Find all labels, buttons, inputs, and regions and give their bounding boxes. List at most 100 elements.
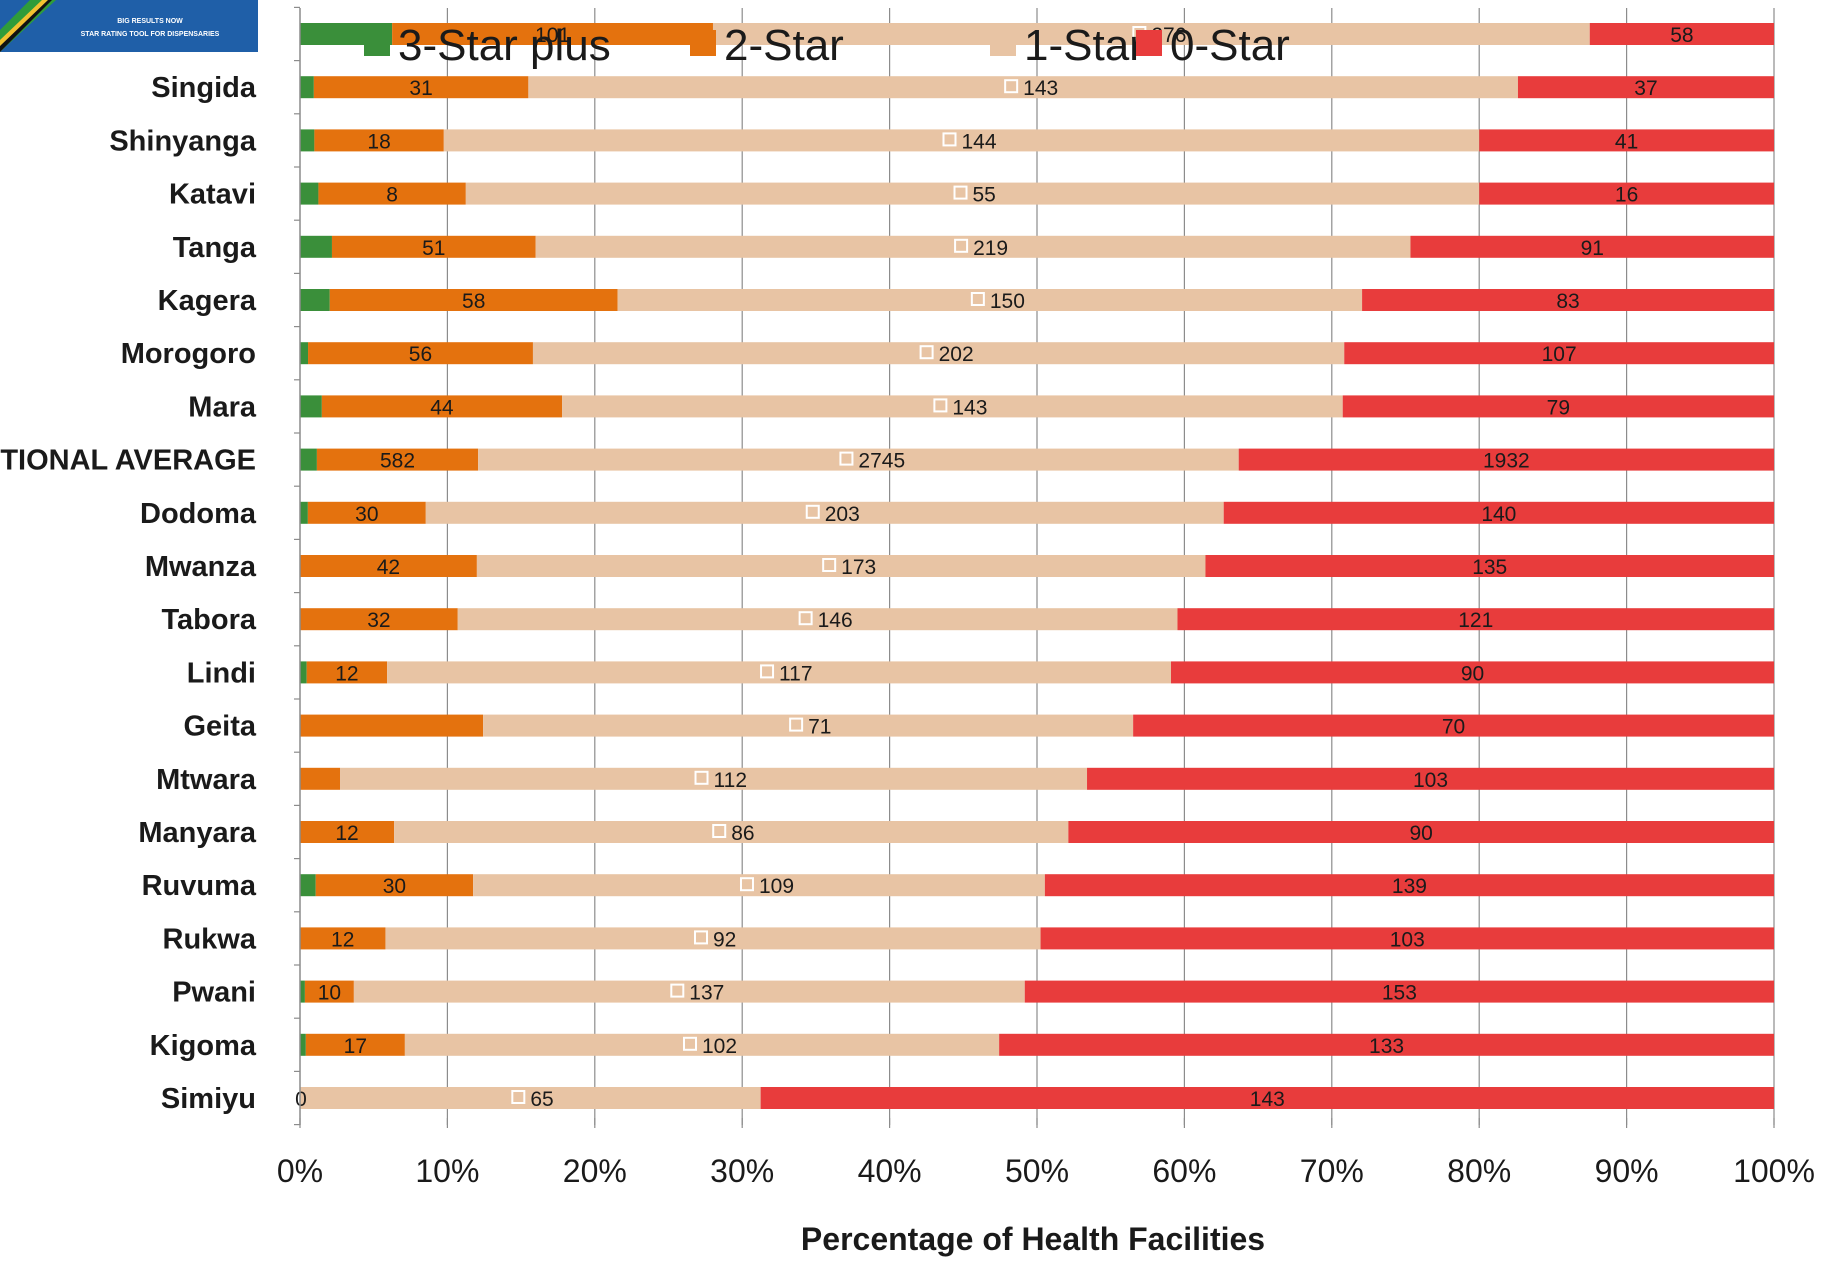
legend-swatch xyxy=(1136,30,1162,56)
legend-swatch xyxy=(364,30,390,56)
data-label: 109 xyxy=(759,875,794,898)
bar-segment xyxy=(532,342,1345,365)
bar-segment xyxy=(443,129,1480,152)
category-label: Tabora xyxy=(161,604,256,636)
data-label: 582 xyxy=(380,450,415,473)
data-label: 58 xyxy=(462,290,485,313)
bar-segment xyxy=(483,714,1134,737)
bar-segment xyxy=(300,874,316,897)
x-tick-label: 40% xyxy=(858,1153,922,1189)
bar-segment xyxy=(304,980,354,1003)
data-label: 137 xyxy=(689,982,724,1005)
x-tick-label: 50% xyxy=(1005,1153,1069,1189)
bar-segment xyxy=(300,661,307,684)
data-label: 1932 xyxy=(1483,450,1530,473)
bar-segment xyxy=(1342,395,1774,418)
bar-segment xyxy=(300,821,395,843)
bar-segment xyxy=(1344,342,1774,365)
data-label: 101 xyxy=(535,24,570,47)
bar-segment xyxy=(300,1033,306,1056)
data-label: 90 xyxy=(1410,822,1433,845)
data-label: 2745 xyxy=(858,450,905,473)
data-label: 173 xyxy=(841,556,876,579)
bar-segment xyxy=(1087,767,1774,790)
bar-segment xyxy=(1177,608,1774,631)
bar-segment xyxy=(1223,501,1774,524)
bar-segment xyxy=(1068,821,1774,843)
data-label: 107 xyxy=(1542,343,1577,366)
legend-swatch xyxy=(690,30,716,56)
bar-segment xyxy=(1205,555,1774,577)
label-marker xyxy=(760,664,775,679)
data-label: 41 xyxy=(1615,130,1638,153)
bar-segment xyxy=(300,608,458,631)
category-label: TIONAL AVERAGE xyxy=(0,445,256,477)
category-label: Mara xyxy=(188,391,257,423)
label-marker xyxy=(919,345,934,360)
data-label: 31 xyxy=(409,77,432,100)
category-label: Pwani xyxy=(172,977,256,1009)
bar-segment xyxy=(1589,23,1774,45)
bar-segment xyxy=(300,980,305,1003)
bar-segment xyxy=(394,821,1069,843)
label-marker xyxy=(839,451,854,466)
category-label: Kagera xyxy=(158,285,257,317)
label-marker xyxy=(970,292,985,306)
data-label: 12 xyxy=(335,822,358,845)
x-axis-title: Percentage of Health Facilities xyxy=(801,1221,1265,1257)
data-label: 65 xyxy=(530,1088,553,1111)
data-label: 30 xyxy=(355,503,378,526)
category-label: Dodoma xyxy=(140,498,257,530)
bar-segment xyxy=(300,501,308,524)
data-label: 44 xyxy=(430,396,454,419)
bar-segment xyxy=(300,342,309,365)
data-label: 70 xyxy=(1442,716,1465,739)
data-label: 150 xyxy=(990,290,1025,313)
logo-line-2: STAR RATING TOOL FOR DISPENSARIES xyxy=(81,31,220,38)
bar-segment xyxy=(329,289,618,311)
x-tick-label: 70% xyxy=(1300,1153,1364,1189)
label-marker xyxy=(942,132,957,147)
data-label: 58 xyxy=(1670,24,1693,47)
bar-segment xyxy=(300,927,386,950)
bar-segment xyxy=(1410,235,1774,258)
data-label: 143 xyxy=(1250,1088,1285,1111)
bar-segment xyxy=(318,182,466,205)
bar-segment xyxy=(1238,448,1774,471)
category-label: Rukwa xyxy=(163,923,257,955)
label-marker xyxy=(683,1036,697,1051)
label-marker xyxy=(1004,79,1019,94)
data-label: 32 xyxy=(367,609,390,632)
data-label: 203 xyxy=(825,503,860,526)
data-label: 55 xyxy=(973,184,996,207)
label-marker xyxy=(953,185,968,200)
data-label: 37 xyxy=(1634,77,1657,100)
data-label: 117 xyxy=(779,662,812,685)
x-tick-label: 10% xyxy=(415,1153,479,1189)
x-tick-label: 90% xyxy=(1595,1153,1659,1189)
category-label: Morogoro xyxy=(121,338,256,370)
data-label: 133 xyxy=(1369,1035,1404,1058)
bar-segment xyxy=(1479,129,1774,152)
data-label: 140 xyxy=(1481,503,1516,526)
data-label: 219 xyxy=(973,237,1008,260)
data-label: 71 xyxy=(808,716,831,739)
bar-segment xyxy=(306,661,388,684)
label-marker xyxy=(805,504,820,519)
data-label: 103 xyxy=(1390,928,1425,951)
data-label: 12 xyxy=(335,662,358,685)
label-marker xyxy=(511,1090,526,1104)
category-label: Lindi xyxy=(187,657,256,689)
x-tick-label: 80% xyxy=(1447,1153,1511,1189)
bar-segment xyxy=(1133,714,1774,737)
legend-label: 1-Star xyxy=(1024,21,1144,70)
bar-segment xyxy=(300,767,341,790)
bar-segment xyxy=(313,76,529,99)
bar-segment xyxy=(340,767,1088,790)
bar-segment xyxy=(300,395,322,418)
data-label: 83 xyxy=(1556,290,1579,313)
bar-segment xyxy=(425,501,1224,524)
data-label: 30 xyxy=(383,875,406,898)
x-tick-label: 20% xyxy=(563,1153,627,1189)
legend-swatch xyxy=(990,30,1016,56)
